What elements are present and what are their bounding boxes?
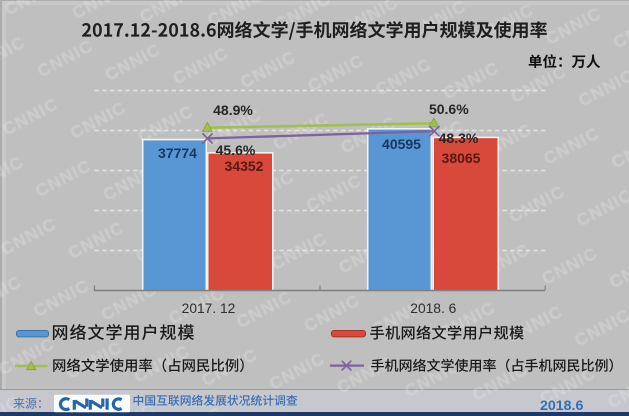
svg-text:2018.6: 2018.6 [540, 398, 584, 414]
